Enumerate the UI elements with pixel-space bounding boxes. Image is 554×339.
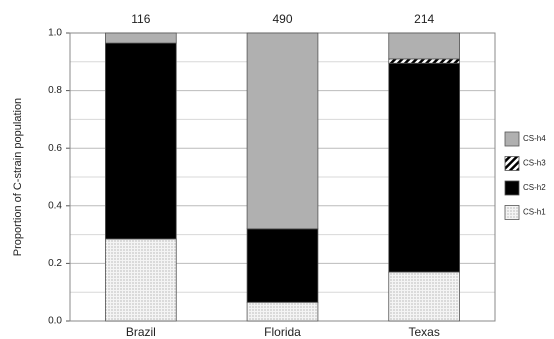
legend-label: CS-h2 <box>523 183 546 192</box>
bar-segment <box>388 271 460 322</box>
legend-swatch <box>504 156 520 171</box>
y-tick-label: 1.0 <box>48 28 62 39</box>
bar-segment <box>246 228 319 303</box>
y-tick-label: 0.0 <box>48 316 62 327</box>
legend-swatch <box>504 205 520 220</box>
bar-segment <box>388 32 460 60</box>
sample-size: 490 <box>272 12 292 26</box>
y-axis-label: Proportion of C-strain population <box>12 98 24 256</box>
y-tick-label: 0.2 <box>48 258 62 269</box>
legend-swatch <box>504 131 520 147</box>
bar-segment <box>246 32 319 230</box>
bar-segment <box>388 62 460 273</box>
y-tick-label: 0.8 <box>48 85 62 96</box>
bar-segment <box>105 238 177 322</box>
x-tick-label: Texas <box>408 325 439 339</box>
legend-swatch <box>504 180 520 196</box>
y-tick-label: 0.6 <box>48 143 62 154</box>
sample-size: 116 <box>131 12 150 26</box>
bar-segment <box>105 42 177 240</box>
x-tick-label: Brazil <box>126 325 156 339</box>
x-tick-label: Florida <box>264 325 301 339</box>
bar-segment <box>388 58 460 64</box>
sample-size: 214 <box>414 12 434 26</box>
bar-segment <box>246 301 319 322</box>
legend-label: CS-h1 <box>523 208 546 217</box>
legend-label: CS-h3 <box>523 159 546 168</box>
bar-segment <box>105 32 177 44</box>
y-tick-label: 0.4 <box>48 200 62 211</box>
legend-label: CS-h4 <box>523 134 546 143</box>
